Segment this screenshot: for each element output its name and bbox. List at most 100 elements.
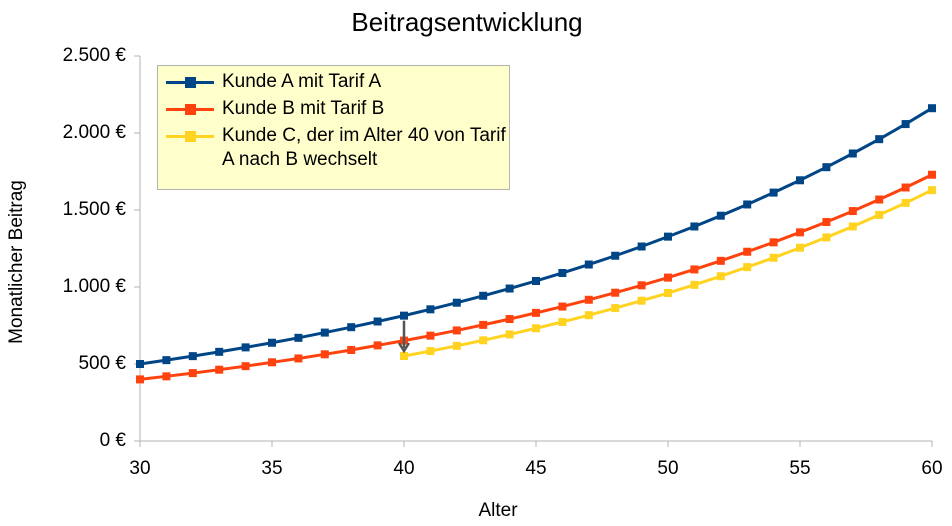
point-marker: [400, 351, 408, 360]
point-marker: [769, 238, 778, 247]
point-marker: [136, 360, 144, 368]
point-marker: [426, 347, 435, 356]
point-marker: [479, 320, 488, 329]
point-marker: [664, 232, 672, 241]
legend-label: Kunde B mit Tarif B: [222, 98, 385, 119]
point-marker: [901, 183, 910, 192]
x-tick-label: 45: [525, 458, 546, 479]
y-tick-label: 1.000 €: [63, 276, 127, 297]
legend-swatch: [166, 104, 214, 115]
x-tick-label: 55: [789, 458, 810, 479]
point-marker: [347, 323, 356, 332]
point-marker: [769, 253, 778, 262]
point-marker: [848, 222, 857, 231]
point-marker: [769, 188, 778, 197]
point-marker: [716, 256, 725, 265]
point-marker: [532, 276, 540, 285]
point-marker: [611, 288, 620, 297]
y-tick-label: 2.500 €: [63, 45, 127, 66]
point-marker: [532, 308, 540, 317]
point-marker: [664, 273, 672, 282]
point-marker: [558, 302, 567, 311]
point-marker: [373, 317, 382, 326]
point-marker: [294, 354, 303, 363]
point-marker: [716, 211, 725, 220]
point-marker: [452, 326, 461, 335]
point-marker: [664, 289, 672, 298]
legend-entry: Kunde C, der im Alter 40 von Tarif A nac…: [158, 124, 507, 172]
point-marker: [188, 352, 197, 361]
point-marker: [796, 243, 804, 252]
point-marker: [426, 305, 435, 314]
legend-entry: Kunde A mit Tarif A: [158, 70, 507, 94]
y-tick-label: 500 €: [78, 353, 126, 374]
point-marker: [822, 218, 831, 227]
legend-swatch: [166, 131, 214, 142]
chart-title: Beitragsentwicklung: [351, 7, 582, 37]
point-marker: [690, 280, 699, 289]
x-axis-label: Alter: [478, 500, 518, 521]
point-marker: [400, 311, 408, 320]
point-marker: [479, 291, 488, 300]
point-marker: [611, 251, 620, 260]
point-marker: [373, 341, 382, 350]
point-marker: [848, 207, 857, 216]
point-marker: [822, 233, 831, 242]
point-marker: [268, 358, 276, 367]
point-marker: [875, 210, 884, 219]
point-marker: [505, 315, 514, 324]
point-marker: [822, 163, 831, 172]
legend: Kunde A mit Tarif A Kunde B mit Tarif B Ku…: [157, 65, 510, 190]
point-marker: [241, 343, 250, 352]
point-marker: [188, 369, 197, 378]
point-marker: [743, 263, 752, 272]
point-marker: [928, 186, 936, 195]
point-marker: [901, 120, 910, 129]
point-marker: [532, 324, 540, 333]
point-marker: [716, 272, 725, 281]
point-marker: [690, 265, 699, 274]
point-marker: [637, 296, 646, 305]
point-marker: [584, 260, 593, 269]
point-marker: [928, 104, 936, 113]
y-tick-label: 2.000 €: [63, 122, 127, 143]
point-marker: [875, 135, 884, 144]
x-tick-label: 30: [129, 458, 150, 479]
point-marker: [162, 372, 171, 381]
point-marker: [452, 298, 461, 307]
y-tick-label: 1.500 €: [63, 199, 127, 220]
point-marker: [452, 341, 461, 350]
point-marker: [426, 331, 435, 340]
y-tick-label: 0 €: [100, 430, 127, 451]
point-marker: [743, 247, 752, 256]
point-marker: [690, 222, 699, 231]
point-marker: [268, 338, 276, 347]
point-marker: [347, 345, 356, 354]
point-marker: [162, 356, 171, 365]
point-marker: [611, 304, 620, 313]
point-marker: [505, 284, 514, 293]
y-axis-label: Monatlicher Beitrag: [6, 180, 27, 344]
point-marker: [320, 350, 329, 359]
point-marker: [584, 295, 593, 304]
point-marker: [796, 176, 804, 185]
point-marker: [584, 311, 593, 320]
point-marker: [294, 333, 303, 342]
point-marker: [215, 365, 224, 374]
point-marker: [743, 200, 752, 209]
point-marker: [637, 242, 646, 251]
x-tick-label: 50: [657, 458, 678, 479]
legend-label: Kunde A mit Tarif A: [222, 71, 382, 92]
point-marker: [928, 170, 936, 179]
point-marker: [136, 375, 144, 384]
legend-entry: Kunde B mit Tarif B: [158, 97, 507, 121]
point-marker: [558, 317, 567, 326]
x-tick-label: 35: [261, 458, 282, 479]
point-marker: [558, 268, 567, 277]
x-tick-label: 60: [921, 458, 942, 479]
x-tick-label: 40: [393, 458, 414, 479]
point-marker: [901, 198, 910, 207]
point-marker: [241, 362, 250, 371]
